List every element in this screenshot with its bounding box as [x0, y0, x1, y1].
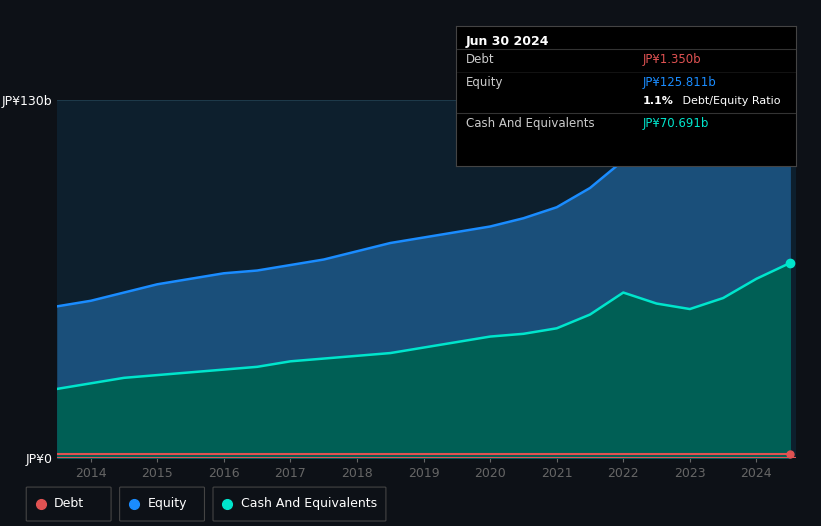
Text: Debt/Equity Ratio: Debt/Equity Ratio	[679, 96, 780, 106]
Text: 1.1%: 1.1%	[643, 96, 674, 106]
FancyBboxPatch shape	[26, 487, 111, 521]
Text: JP¥1.350b: JP¥1.350b	[643, 53, 702, 66]
Text: JP¥125.811b: JP¥125.811b	[643, 76, 717, 89]
Text: Equity: Equity	[466, 76, 503, 89]
FancyBboxPatch shape	[213, 487, 386, 521]
FancyBboxPatch shape	[120, 487, 204, 521]
Text: Equity: Equity	[148, 497, 187, 510]
Text: Cash And Equivalents: Cash And Equivalents	[241, 497, 377, 510]
Text: Cash And Equivalents: Cash And Equivalents	[466, 117, 594, 130]
Text: JP¥70.691b: JP¥70.691b	[643, 117, 709, 130]
Text: Debt: Debt	[54, 497, 84, 510]
Text: Debt: Debt	[466, 53, 494, 66]
Text: Jun 30 2024: Jun 30 2024	[466, 35, 549, 48]
